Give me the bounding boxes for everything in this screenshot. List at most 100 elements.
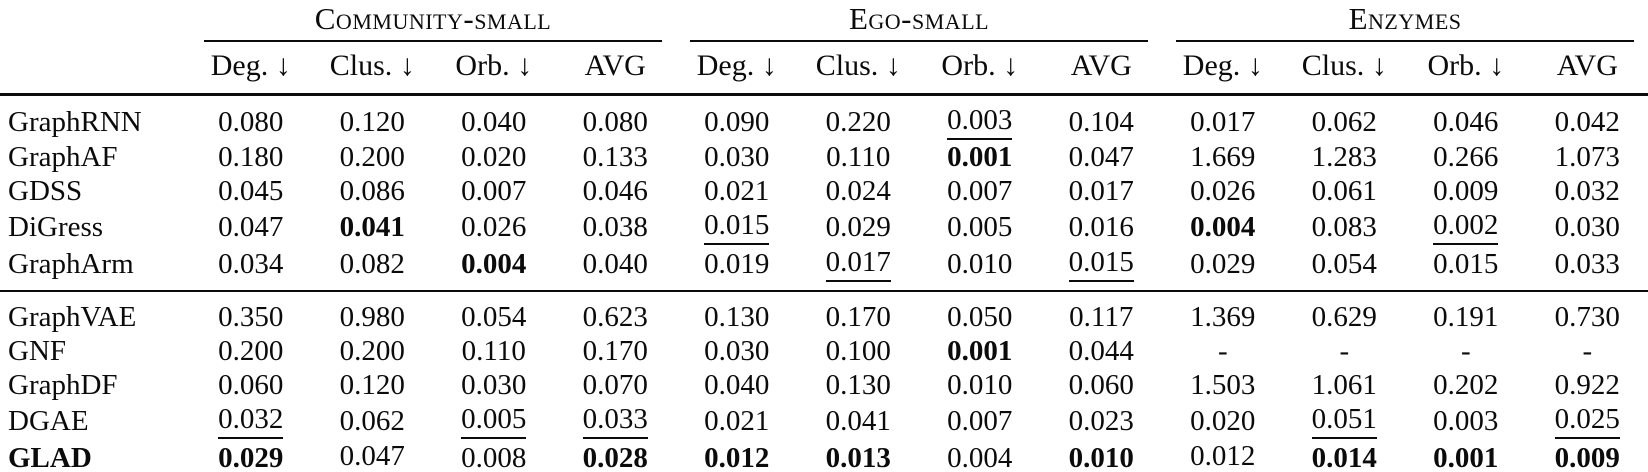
metric-value-cell: 0.040 [433, 95, 555, 141]
metric-value-cell: 0.029 [190, 439, 312, 472]
metric-column-header: Clus. ↓ [797, 42, 919, 96]
dataset-group-label: Community-small [204, 2, 662, 42]
metric-value-cell: 1.503 [1162, 368, 1284, 402]
metric-value: 0.050 [947, 301, 1013, 333]
metric-value: 0.030 [704, 335, 770, 367]
metric-value: 0.030 [461, 369, 527, 401]
metric-value-cell: 0.016 [1041, 208, 1163, 245]
metric-value-cell: 0.017 [1041, 174, 1163, 208]
metric-value-cell: 0.017 [1162, 95, 1284, 141]
metric-value: 0.100 [825, 335, 891, 367]
metric-column-header: Orb. ↓ [1405, 42, 1527, 96]
metric-value: 0.980 [339, 301, 405, 333]
metric-column-header: Deg. ↓ [676, 42, 798, 96]
metric-value: 0.042 [1554, 105, 1620, 138]
metric-value-cell: 0.032 [190, 402, 312, 439]
metric-value-cell: 0.110 [798, 140, 920, 174]
metric-value-cell: 0.029 [1162, 245, 1284, 292]
metric-value-cell: 1.369 [1162, 291, 1284, 334]
metric-value-cell: 0.030 [676, 140, 798, 174]
metric-value-cell: 0.033 [555, 402, 677, 439]
metric-value: 0.047 [218, 210, 284, 243]
metric-value-cell: 0.054 [433, 291, 555, 334]
second-best-value: 0.005 [461, 402, 527, 439]
metric-value: 0.080 [218, 105, 284, 138]
metric-value-cell: 0.026 [433, 208, 555, 245]
metric-value-cell: 0.001 [919, 334, 1041, 368]
metric-value: 0.054 [1311, 247, 1377, 280]
metric-value: 0.062 [339, 404, 405, 437]
metric-value-cell: 0.130 [798, 368, 920, 402]
metric-value-cell: 0.062 [1284, 95, 1406, 141]
metric-value-cell: 0.060 [190, 368, 312, 402]
metric-value-cell: 0.003 [1405, 402, 1527, 439]
metric-value-cell: 0.120 [312, 368, 434, 402]
metric-value: 0.032 [1554, 175, 1620, 207]
metric-value: 0.026 [461, 210, 527, 243]
metric-value-cell: 1.669 [1162, 140, 1284, 174]
metric-value: 0.010 [947, 247, 1013, 280]
metric-value: 0.120 [339, 105, 405, 138]
metric-value: 0.030 [1554, 210, 1620, 243]
metric-value: - [1460, 335, 1471, 367]
metric-value-cell: 0.062 [312, 402, 434, 439]
second-best-value: 0.003 [947, 103, 1013, 140]
metric-value-cell: 0.030 [433, 368, 555, 402]
metric-value-cell: - [1284, 334, 1406, 368]
metric-value-cell: 0.629 [1284, 291, 1406, 334]
metric-value-cell: 0.013 [797, 439, 919, 472]
metric-value: 0.922 [1554, 369, 1620, 401]
metric-value: 0.120 [339, 369, 405, 401]
metric-value: 0.029 [1190, 247, 1256, 280]
metric-value-cell: 0.200 [312, 334, 434, 368]
metric-value: 0.004 [947, 441, 1013, 472]
metric-value-cell: 0.040 [676, 368, 798, 402]
metric-value-cell: 0.005 [919, 208, 1041, 245]
metric-value-cell: 0.014 [1283, 439, 1406, 472]
metric-value-cell: 0.012 [1162, 439, 1284, 472]
model-name: GraphAF [8, 141, 118, 173]
metric-value-cell: 0.061 [1284, 174, 1406, 208]
metric-value: 0.054 [461, 301, 527, 333]
metric-value-cell: 0.090 [676, 95, 798, 141]
metric-value: 0.080 [582, 105, 648, 138]
metric-value-cell: 0.170 [798, 291, 920, 334]
metric-column-header: Deg. ↓ [1162, 42, 1284, 96]
second-best-value: 0.025 [1554, 402, 1620, 439]
metric-value: 0.007 [461, 175, 527, 207]
metric-value: 0.730 [1554, 301, 1620, 333]
metric-value: 0.191 [1433, 301, 1499, 333]
metric-value-cell: 0.004 [919, 439, 1041, 472]
metric-value-cell: 0.029 [798, 208, 920, 245]
metric-value-cell: 0.024 [798, 174, 920, 208]
metric-value-cell: 0.050 [919, 291, 1041, 334]
metric-value: 0.060 [1068, 369, 1134, 401]
metric-value-cell: 0.080 [190, 95, 312, 141]
metric-value-cell: 0.080 [555, 95, 677, 141]
metric-value-cell: 0.041 [312, 208, 434, 245]
best-value: 0.009 [1554, 441, 1620, 472]
table-row: GraphVAE 0.350 0.980 0.054 0.623 0.130 0.170 0.… [0, 291, 1648, 334]
table-row: GNF 0.200 0.200 0.110 0.170 0.030 0.100 0.001 0.… [0, 334, 1648, 368]
metric-value: 0.170 [825, 301, 891, 333]
dataset-group-label: Ego-small [690, 2, 1149, 42]
metric-value: 0.020 [1190, 404, 1256, 437]
metric-column-header: AVG [1526, 42, 1648, 96]
metric-value: 1.283 [1311, 141, 1377, 173]
metric-value-cell: 0.009 [1405, 174, 1527, 208]
metric-value: 0.083 [1311, 210, 1377, 243]
metric-value: 0.009 [1433, 175, 1499, 207]
metric-column-header: Deg. ↓ [190, 42, 312, 96]
metric-value-cell: 0.032 [1527, 174, 1648, 208]
metric-value-cell: 0.004 [433, 245, 555, 292]
corner-spacer [0, 42, 190, 96]
metric-value-cell: 0.010 [1040, 439, 1163, 472]
best-value: 0.029 [218, 441, 284, 472]
metric-value: 0.007 [947, 404, 1013, 437]
metric-value-cell: 0.100 [798, 334, 920, 368]
metric-value: 0.024 [825, 175, 891, 207]
metric-value-cell: 0.033 [1526, 245, 1648, 292]
dataset-group-header: Community-small [190, 2, 676, 42]
metric-value-cell: 0.009 [1526, 439, 1648, 472]
best-value: 0.010 [1068, 441, 1134, 472]
